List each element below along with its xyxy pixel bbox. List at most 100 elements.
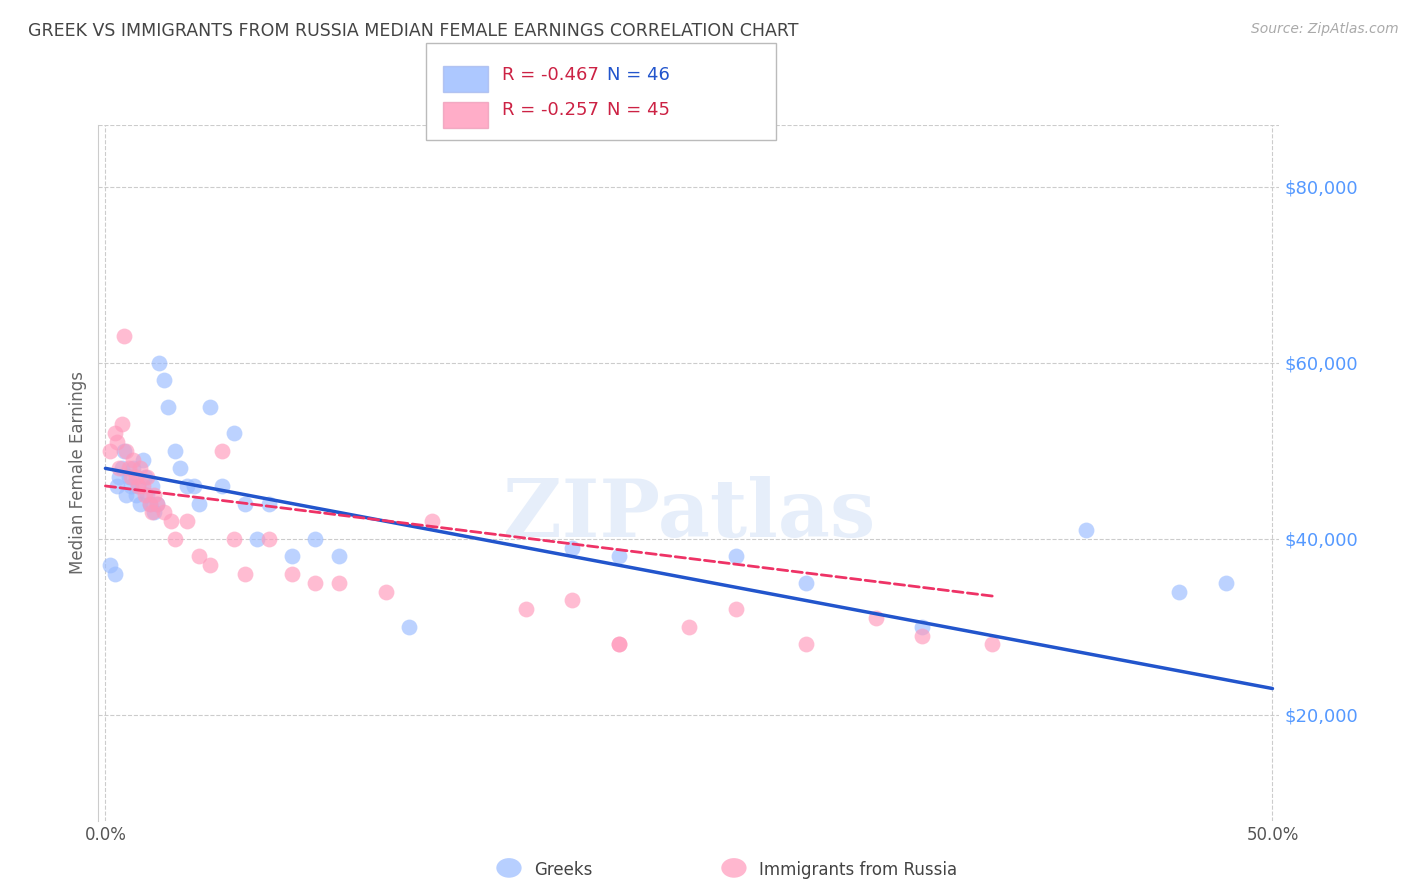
- Text: GREEK VS IMMIGRANTS FROM RUSSIA MEDIAN FEMALE EARNINGS CORRELATION CHART: GREEK VS IMMIGRANTS FROM RUSSIA MEDIAN F…: [28, 22, 799, 40]
- Text: N = 45: N = 45: [607, 102, 671, 120]
- Point: [724, 602, 747, 616]
- Point: [132, 479, 155, 493]
- Point: [515, 602, 537, 616]
- Point: [328, 549, 350, 564]
- Point: [235, 497, 257, 511]
- Text: R = -0.467: R = -0.467: [502, 66, 599, 84]
- Point: [129, 497, 152, 511]
- Point: [561, 593, 583, 607]
- Point: [115, 443, 138, 458]
- Point: [148, 356, 170, 370]
- Point: [176, 514, 198, 528]
- Point: [122, 461, 145, 475]
- Point: [257, 497, 280, 511]
- Text: R = -0.257: R = -0.257: [502, 102, 599, 120]
- Point: [98, 443, 121, 458]
- Point: [112, 443, 135, 458]
- Point: [724, 549, 747, 564]
- Point: [136, 488, 159, 502]
- Point: [794, 575, 817, 590]
- Point: [146, 497, 169, 511]
- Point: [98, 558, 121, 573]
- Point: [374, 584, 396, 599]
- Point: [794, 638, 817, 652]
- Point: [120, 479, 142, 493]
- Point: [125, 488, 148, 502]
- Y-axis label: Median Female Earnings: Median Female Earnings: [69, 371, 87, 574]
- Point: [127, 479, 149, 493]
- Point: [139, 497, 162, 511]
- Point: [122, 452, 145, 467]
- Point: [183, 479, 205, 493]
- Point: [108, 461, 131, 475]
- Point: [211, 443, 233, 458]
- Point: [111, 461, 134, 475]
- Point: [152, 505, 174, 519]
- Point: [398, 620, 420, 634]
- Point: [200, 558, 222, 573]
- Point: [222, 532, 245, 546]
- Point: [134, 470, 156, 484]
- Point: [1215, 575, 1237, 590]
- Point: [169, 461, 191, 475]
- Point: [678, 620, 700, 634]
- Text: Source: ZipAtlas.com: Source: ZipAtlas.com: [1251, 22, 1399, 37]
- Point: [105, 434, 128, 449]
- Text: Immigrants from Russia: Immigrants from Russia: [759, 861, 957, 879]
- Point: [328, 575, 350, 590]
- Point: [304, 575, 326, 590]
- Point: [865, 611, 887, 625]
- Point: [257, 532, 280, 546]
- Point: [561, 541, 583, 555]
- Point: [143, 505, 166, 519]
- Point: [200, 400, 222, 414]
- Point: [222, 426, 245, 441]
- Point: [112, 329, 135, 343]
- Point: [211, 479, 233, 493]
- Point: [607, 549, 630, 564]
- Point: [111, 417, 134, 432]
- Point: [187, 549, 209, 564]
- Point: [120, 470, 142, 484]
- Point: [108, 470, 131, 484]
- Point: [165, 532, 187, 546]
- Text: Greeks: Greeks: [534, 861, 593, 879]
- Point: [165, 443, 187, 458]
- Point: [115, 488, 138, 502]
- Point: [235, 567, 257, 582]
- Point: [607, 638, 630, 652]
- Text: ZIPatlas: ZIPatlas: [503, 475, 875, 554]
- Point: [159, 514, 181, 528]
- Point: [981, 638, 1004, 652]
- Point: [607, 638, 630, 652]
- Point: [132, 452, 155, 467]
- Point: [104, 426, 127, 441]
- Point: [146, 497, 169, 511]
- Text: N = 46: N = 46: [607, 66, 671, 84]
- Point: [139, 497, 162, 511]
- Point: [911, 620, 934, 634]
- Point: [281, 549, 304, 564]
- Point: [1168, 584, 1191, 599]
- Point: [136, 470, 159, 484]
- Point: [141, 479, 163, 493]
- Point: [118, 470, 141, 484]
- Point: [246, 532, 269, 546]
- Point: [141, 505, 163, 519]
- Point: [1074, 523, 1097, 537]
- Point: [105, 479, 128, 493]
- Point: [187, 497, 209, 511]
- Point: [281, 567, 304, 582]
- Point: [420, 514, 443, 528]
- Point: [304, 532, 326, 546]
- Point: [125, 470, 148, 484]
- Point: [152, 373, 174, 387]
- Point: [911, 629, 934, 643]
- Point: [157, 400, 180, 414]
- Point: [118, 461, 141, 475]
- Point: [127, 479, 149, 493]
- Point: [129, 461, 152, 475]
- Point: [104, 567, 127, 582]
- Point: [176, 479, 198, 493]
- Point: [143, 488, 166, 502]
